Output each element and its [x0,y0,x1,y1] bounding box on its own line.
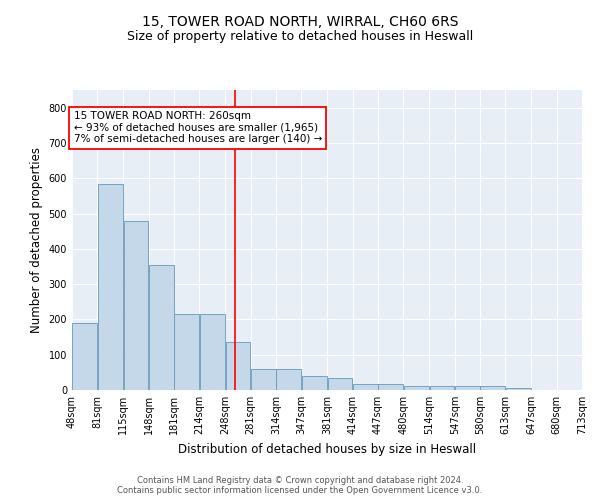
Bar [481,386,505,390]
Text: 15, TOWER ROAD NORTH, WIRRAL, CH60 6RS: 15, TOWER ROAD NORTH, WIRRAL, CH60 6RS [142,15,458,29]
Bar [277,369,301,390]
Bar [251,369,275,390]
Text: Distribution of detached houses by size in Heswall: Distribution of detached houses by size … [178,442,476,456]
Bar [226,342,250,390]
Bar [175,314,199,390]
Bar [149,264,173,390]
Bar [328,378,352,390]
Bar [98,184,123,390]
Text: Size of property relative to detached houses in Heswall: Size of property relative to detached ho… [127,30,473,43]
Text: 15 TOWER ROAD NORTH: 260sqm
← 93% of detached houses are smaller (1,965)
7% of s: 15 TOWER ROAD NORTH: 260sqm ← 93% of det… [74,111,322,144]
Y-axis label: Number of detached properties: Number of detached properties [30,147,43,333]
Bar [124,220,148,390]
Text: Contains HM Land Registry data © Crown copyright and database right 2024.
Contai: Contains HM Land Registry data © Crown c… [118,476,482,495]
Bar [455,386,479,390]
Bar [404,386,429,390]
Bar [200,314,225,390]
Bar [506,388,531,390]
Bar [379,384,403,390]
Bar [302,376,327,390]
Bar [353,384,377,390]
Bar [430,386,454,390]
Bar [73,323,97,390]
